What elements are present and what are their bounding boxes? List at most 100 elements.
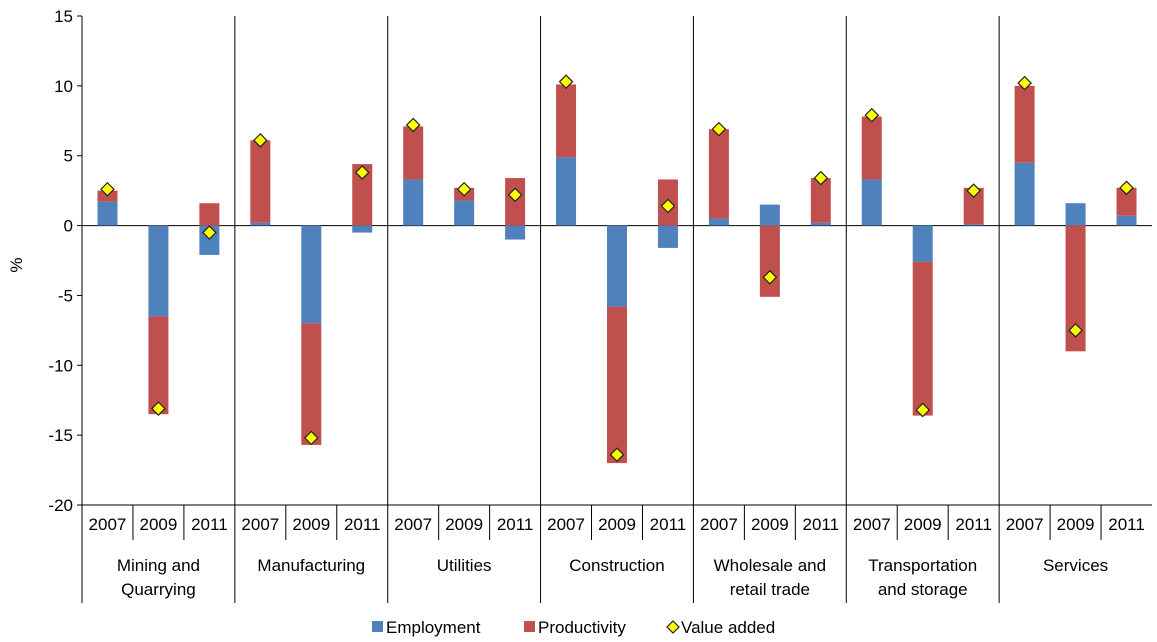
category-label: Quarrying — [121, 580, 196, 599]
productivity-bar — [250, 140, 271, 223]
employment-bar — [352, 225, 373, 233]
productivity-bar — [963, 187, 984, 225]
x-tick-label: 2009 — [445, 515, 483, 534]
value-added-marker — [507, 187, 523, 203]
legend-swatch — [666, 620, 680, 634]
category-label: Services — [1043, 556, 1108, 575]
productivity-bar — [861, 116, 882, 180]
x-tick-label: 2007 — [241, 515, 279, 534]
x-tick-label: 2011 — [497, 515, 534, 534]
y-tick-label: -10 — [48, 356, 73, 375]
value-added-marker — [252, 132, 268, 148]
productivity-bar — [912, 261, 933, 416]
legend-swatch — [372, 621, 383, 632]
value-added-marker — [1119, 180, 1134, 196]
y-tick-label: 15 — [54, 7, 73, 26]
value-added-marker — [762, 269, 778, 285]
value-added-marker — [966, 183, 982, 198]
y-axis-label: % — [7, 257, 26, 272]
x-tick-label: 2009 — [904, 515, 942, 534]
value-added-marker — [660, 198, 676, 214]
legend-label: Employment — [386, 618, 481, 637]
x-tick-label: 2011 — [344, 515, 381, 534]
employment-bar — [607, 225, 627, 307]
value-added-marker — [864, 107, 880, 123]
category-label: Manufacturing — [257, 556, 365, 575]
employment-bar — [912, 225, 933, 262]
value-added-marker — [915, 402, 931, 418]
productivity-bar — [708, 129, 729, 219]
employment-bar — [250, 222, 271, 226]
employment-bar — [963, 224, 984, 226]
value-added-marker — [1017, 75, 1032, 91]
x-tick-label: 2011 — [191, 515, 228, 534]
employment-bar — [301, 225, 322, 324]
value-added-marker — [813, 170, 829, 186]
y-axis: 15 10 5 0 -5 -10 -15 -20 — [48, 7, 83, 515]
legend: Employment Productivity Value added — [372, 618, 775, 637]
x-tick-label: 2007 — [394, 515, 432, 534]
productivity-bar — [403, 126, 424, 180]
employment-bar — [810, 222, 831, 226]
x-tick-label: 2009 — [140, 515, 178, 534]
category-label: Utilities — [437, 556, 492, 575]
productivity-bar — [301, 323, 322, 445]
x-tick-label: 2007 — [89, 515, 127, 534]
productivity-bar — [556, 84, 577, 158]
x-tick-label: 2007 — [700, 515, 738, 534]
legend-label: Productivity — [538, 618, 626, 637]
productivity-bar — [352, 164, 373, 226]
employment-bar — [403, 179, 424, 226]
x-tick-label: 2011 — [955, 515, 992, 534]
value-added-marker — [609, 447, 625, 463]
employment-bar — [759, 204, 780, 226]
category-label: retail trade — [730, 580, 810, 599]
y-tick-label: -20 — [48, 496, 73, 515]
category-label: Construction — [569, 556, 664, 575]
employment-bar — [1116, 215, 1137, 226]
value-added-marker — [405, 117, 421, 133]
x-tick-label: 2007 — [1006, 515, 1044, 534]
value-added-marker — [151, 401, 166, 416]
productivity-bar — [148, 316, 169, 415]
productivity-bar — [759, 225, 780, 297]
employment-bar — [1014, 162, 1035, 226]
productivity-bar — [810, 178, 831, 223]
productivity-bar — [1065, 225, 1086, 352]
category-label: Wholesale and — [714, 556, 826, 575]
x-tick-label: 2011 — [650, 515, 687, 534]
x-tick-label: 2007 — [853, 515, 891, 534]
y-tick-label: -15 — [48, 426, 73, 445]
employment-bar — [657, 225, 678, 248]
value-added-marker — [558, 74, 574, 90]
x-tick-label: 2011 — [1108, 515, 1145, 534]
x-tick-label: 2009 — [751, 515, 789, 534]
employment-bar — [454, 200, 475, 226]
x-tick-label: 2009 — [598, 515, 636, 534]
value-added-marker — [456, 181, 472, 197]
x-axis: 2007 2009 2011 Mining and Quarrying 2007 2009 2… — [82, 504, 1152, 599]
employment-bar — [708, 218, 729, 226]
x-tick-label: 2009 — [292, 515, 330, 534]
productivity-bar — [1116, 187, 1137, 216]
value-added-marker — [202, 225, 217, 240]
value-added-marker — [711, 121, 727, 137]
y-tick-label: 0 — [64, 217, 73, 236]
employment-bar — [148, 225, 169, 317]
employment-bar — [861, 179, 882, 226]
employment-bar — [97, 201, 118, 226]
employment-bar — [505, 225, 526, 240]
category-label: Mining and — [117, 556, 200, 575]
y-tick-label: 10 — [54, 77, 73, 96]
plot-area — [81, 16, 1152, 603]
x-tick-label: 2007 — [547, 515, 585, 534]
legend-label: Value added — [681, 618, 775, 637]
value-added-marker — [354, 165, 370, 180]
category-label: Transportation — [868, 556, 977, 575]
legend-swatch — [524, 621, 535, 632]
value-added-marker — [1068, 323, 1083, 338]
y-tick-label: -5 — [58, 286, 73, 305]
productivity-bar — [607, 306, 627, 464]
x-tick-label: 2011 — [803, 515, 840, 534]
